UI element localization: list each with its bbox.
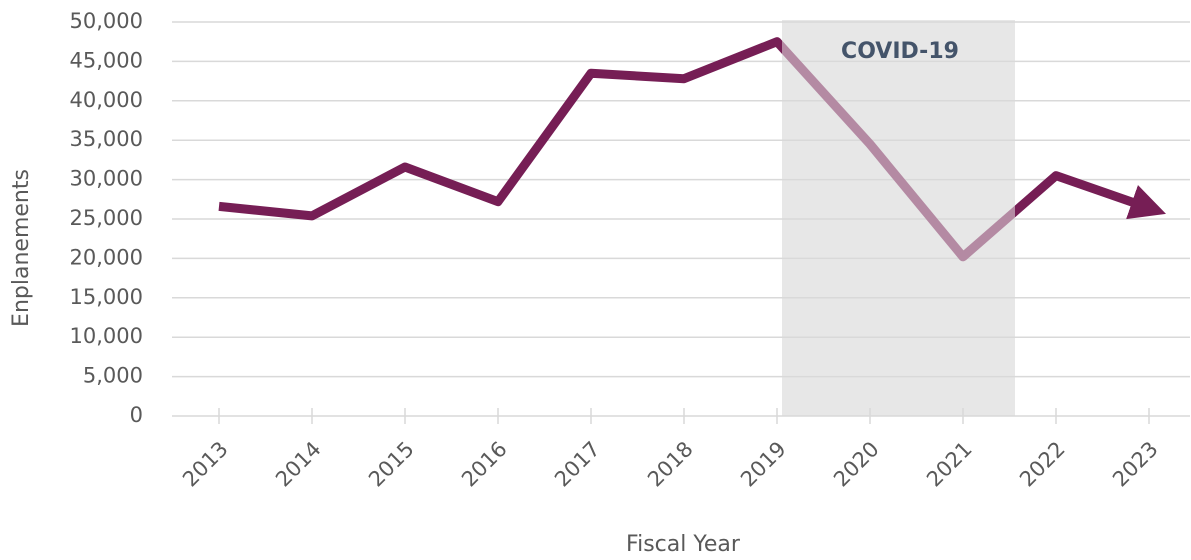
x-tick-label: 2015 bbox=[364, 437, 419, 492]
y-axis-title: Enplanements bbox=[9, 169, 34, 327]
y-tick-label: 50,000 bbox=[70, 9, 143, 33]
x-tick-label: 2017 bbox=[550, 437, 605, 492]
line-highlight bbox=[782, 40, 1015, 262]
x-tick-label: 2022 bbox=[1015, 437, 1070, 492]
x-tick-label: 2013 bbox=[178, 437, 233, 492]
y-tick-label: 40,000 bbox=[70, 88, 143, 112]
x-tick-label: 2023 bbox=[1108, 437, 1163, 492]
x-axis-title: Fiscal Year bbox=[626, 532, 741, 557]
x-tick-label: 2019 bbox=[736, 437, 791, 492]
annotation: COVID-19 bbox=[841, 39, 959, 64]
y-tick-label: 25,000 bbox=[70, 206, 143, 230]
y-tick-label: 20,000 bbox=[70, 245, 143, 269]
y-tick-label: 30,000 bbox=[70, 167, 143, 191]
y-tick-label: 45,000 bbox=[70, 48, 143, 72]
y-tick-label: 0 bbox=[130, 403, 143, 427]
y-tick-label: 10,000 bbox=[70, 324, 143, 348]
y-tick-label: 35,000 bbox=[70, 127, 143, 151]
x-tick-label: 2014 bbox=[271, 437, 326, 492]
x-tick-label: 2016 bbox=[457, 437, 512, 492]
y-tick-label: 5,000 bbox=[83, 364, 143, 388]
x-tick-label: 2020 bbox=[829, 437, 884, 492]
x-tick-label: 2018 bbox=[643, 437, 698, 492]
y-tick-label: 15,000 bbox=[70, 285, 143, 309]
x-tick-label: 2021 bbox=[922, 437, 977, 492]
